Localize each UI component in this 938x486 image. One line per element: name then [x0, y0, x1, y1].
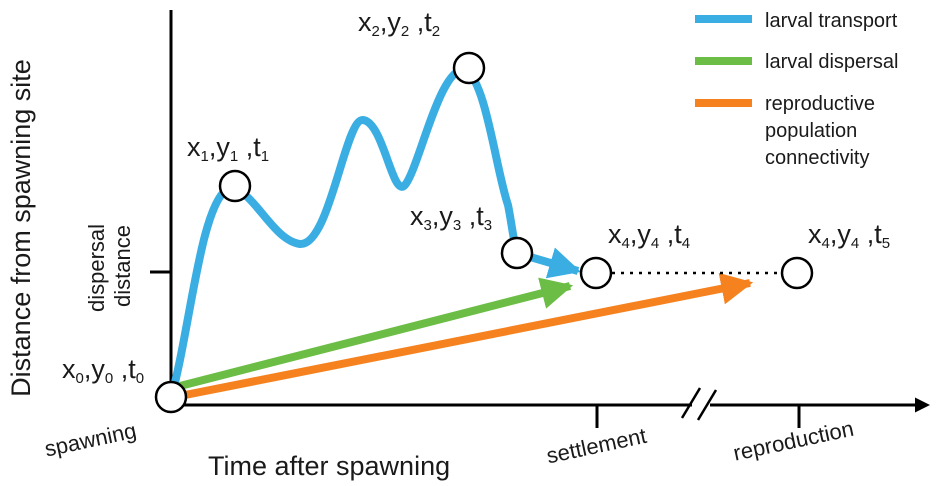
- point-marker-p3: [500, 236, 534, 270]
- point-label-p3: x3,y3 ,t3: [410, 201, 492, 234]
- point-marker-p5: [780, 256, 814, 290]
- point-label-p2: x2,y2 ,t2: [358, 7, 440, 40]
- axis-break-mark: [680, 387, 702, 419]
- x-reproduction-label: reproduction: [731, 416, 856, 466]
- point-label-p5: x4,y4 ,t5: [808, 219, 890, 252]
- point-marker-p1: [218, 169, 252, 203]
- x-axis-title: Time after spawning: [208, 451, 450, 481]
- point-label-p1: x1,y1 ,t1: [187, 132, 269, 165]
- transport-path: [167, 65, 521, 402]
- x-settlement-label: settlement: [544, 423, 648, 469]
- connectivity-arrow: [179, 272, 754, 400]
- legend-label-connectivity-3: connectivity: [765, 147, 870, 169]
- y-tick-label-line2: distance: [110, 225, 135, 307]
- y-axis-title: Distance from spawning site: [6, 59, 36, 397]
- x-origin-label: spawning: [42, 418, 138, 462]
- point-label-p4: x4,y4 ,t4: [608, 219, 690, 252]
- axis-break-mark: [696, 389, 718, 421]
- legend-label-transport: larval transport: [765, 10, 898, 32]
- legend-label-connectivity-2: population: [765, 120, 857, 142]
- point-marker-p0: [154, 380, 188, 414]
- legend: larval transport larval dispersal reprod…: [695, 10, 898, 169]
- point-marker-p2: [452, 51, 486, 85]
- point-label-p0: x0,y0 ,t0: [62, 354, 144, 387]
- legend-label-dispersal: larval dispersal: [765, 51, 898, 73]
- point-marker-p4: [579, 256, 613, 290]
- dispersal-arrow: [179, 277, 574, 390]
- y-tick-label-line1: dispersal: [84, 224, 109, 312]
- legend-label-connectivity-1: reproductive: [765, 93, 875, 115]
